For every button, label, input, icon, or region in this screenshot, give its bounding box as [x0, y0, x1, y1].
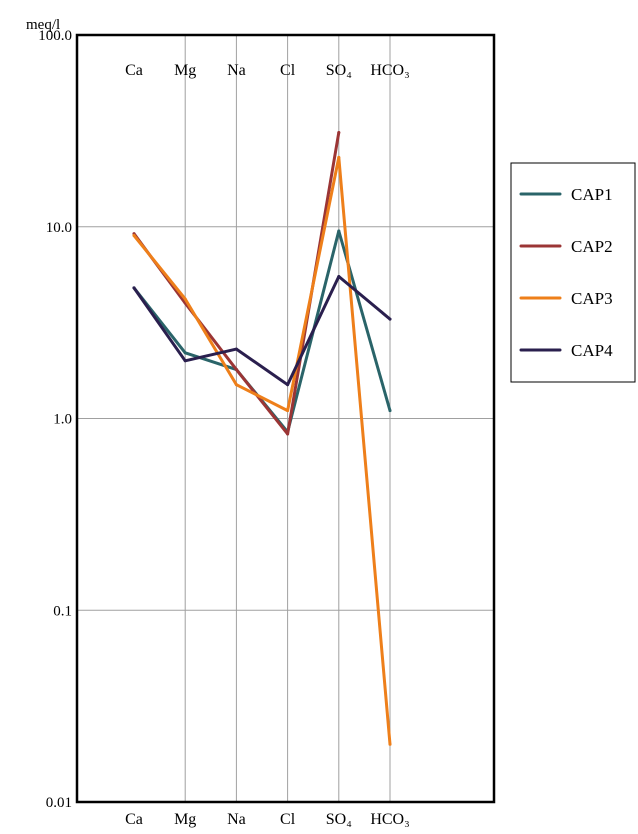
- data-point-cap2: [234, 368, 238, 372]
- x-tick-label-bottom: Ca: [125, 811, 143, 828]
- ytick-layer: 0.01 0.1 1.0 10.0 100.0: [38, 28, 72, 811]
- data-point-cap3: [388, 742, 392, 746]
- y-tick-label: 0.1: [53, 603, 72, 619]
- x-tick-label-bottom: HCO₃: [370, 811, 409, 828]
- series-layer: [132, 131, 392, 746]
- data-point-cap3: [234, 383, 238, 387]
- data-point-cap3: [286, 409, 290, 413]
- x-tick-label-bottom: Na: [227, 811, 246, 828]
- x-tick-label-bottom: Cl: [280, 811, 296, 828]
- y-axis-label: meq/l: [26, 17, 60, 33]
- data-point-cap4: [286, 383, 290, 387]
- x-tick-label-bottom: Mg: [174, 811, 196, 828]
- data-point-cap4: [132, 286, 136, 290]
- legend-label: CAP4: [571, 341, 613, 360]
- x-tick-label-top: SO₄: [326, 62, 352, 79]
- legend-box: [510, 162, 636, 383]
- legend-item-cap1: CAP1: [519, 185, 613, 204]
- data-point-cap2: [286, 432, 290, 436]
- plot-frame: [75, 33, 496, 804]
- x-tick-label-top: Ca: [125, 62, 143, 79]
- label-layer: meq/l: [26, 17, 60, 33]
- data-point-cap1: [337, 229, 341, 233]
- x-tick-label-bottom: SO₄: [326, 811, 352, 828]
- series-line-cap3: [132, 155, 392, 746]
- y-tick-label: 0.01: [46, 795, 72, 811]
- data-point-cap4: [183, 359, 187, 363]
- legend-items: CAP1 CAP2 CAP3 CAP4: [519, 185, 613, 360]
- x-tick-label-top: Mg: [174, 62, 196, 79]
- x-tick-label-top: Na: [227, 62, 246, 79]
- y-tick-label: 1.0: [53, 412, 72, 428]
- legend-label: CAP3: [571, 289, 613, 308]
- x-tick-label-top: HCO₃: [370, 62, 409, 79]
- data-point-cap4: [388, 317, 392, 321]
- legend: CAP1 CAP2 CAP3 CAP4: [510, 162, 636, 383]
- data-point-cap1: [183, 351, 187, 355]
- data-point-cap4: [337, 275, 341, 279]
- y-tick-label: 100.0: [38, 28, 72, 44]
- y-tick-label: 10.0: [46, 220, 72, 236]
- legend-item-cap3: CAP3: [519, 289, 613, 308]
- legend-item-cap2: CAP2: [519, 237, 613, 256]
- x-tick-label-top: Cl: [280, 62, 296, 79]
- data-point-cap3: [337, 155, 341, 159]
- series-line-cap4: [132, 275, 392, 387]
- grid-layer: [77, 35, 494, 802]
- legend-label: CAP2: [571, 237, 613, 256]
- xtick-layer: Ca Ca Mg Mg Na Na Cl Cl SO₄ SO₄ HCO₃ HCO₃: [125, 62, 410, 828]
- legend-item-cap4: CAP4: [519, 341, 613, 360]
- data-point-cap2: [337, 131, 341, 135]
- data-point-cap1: [388, 409, 392, 413]
- legend-label: CAP1: [571, 185, 613, 204]
- data-point-cap4: [234, 347, 238, 351]
- data-point-cap3: [183, 297, 187, 301]
- data-point-cap3: [132, 234, 136, 238]
